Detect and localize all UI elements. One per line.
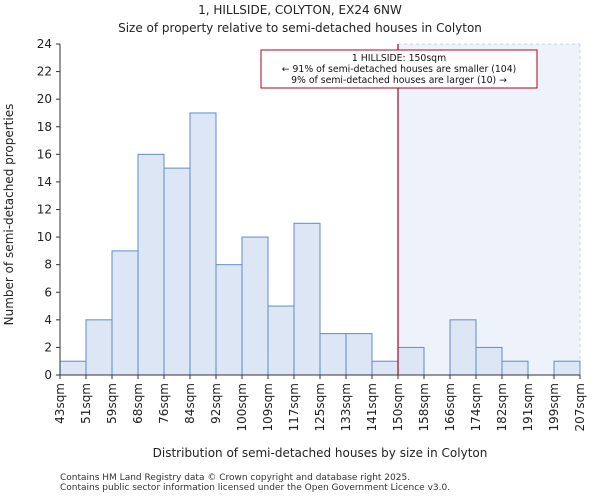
histogram-bar xyxy=(241,236,269,376)
histogram-bar xyxy=(267,305,295,376)
x-axis-label: Distribution of semi-detached houses by … xyxy=(153,446,488,460)
y-tick-label: 6 xyxy=(44,285,52,299)
annotation-smaller: ← 91% of semi-detached houses are smalle… xyxy=(282,64,516,75)
y-tick-label: 24 xyxy=(37,37,52,51)
x-tick-label: 109sqm xyxy=(261,383,275,431)
footer-licence: Contains public sector information licen… xyxy=(60,483,451,493)
x-tick-label: 166sqm xyxy=(443,383,457,431)
x-tick-label: 133sqm xyxy=(339,383,353,431)
histogram-bar xyxy=(59,360,87,376)
histogram-bar xyxy=(553,360,581,376)
x-tick-label: 150sqm xyxy=(391,383,405,431)
y-tick-label: 16 xyxy=(37,147,52,161)
histogram-bar xyxy=(371,360,399,376)
x-tick-label: 51sqm xyxy=(79,383,93,424)
x-tick-label: 174sqm xyxy=(469,383,483,431)
chart-title: 1, HILLSIDE, COLYTON, EX24 6NW xyxy=(198,3,402,17)
histogram-bar xyxy=(501,360,529,376)
histogram-bar xyxy=(449,319,477,376)
histogram-bar xyxy=(111,250,139,376)
footer-copyright: Contains HM Land Registry data © Crown c… xyxy=(60,473,411,483)
larger-properties-region xyxy=(398,44,580,375)
y-tick-label: 14 xyxy=(37,175,52,189)
histogram-bar xyxy=(85,319,113,376)
x-tick-label: 182sqm xyxy=(495,383,509,431)
y-tick-label: 20 xyxy=(37,92,52,106)
histogram-bar xyxy=(215,264,243,376)
histogram-bar xyxy=(189,112,217,376)
histogram-bar xyxy=(293,222,321,376)
y-tick-label: 12 xyxy=(37,203,52,217)
x-tick-label: 100sqm xyxy=(235,383,249,431)
annotation-larger: 9% of semi-detached houses are larger (1… xyxy=(291,75,507,86)
y-axis-label: Number of semi-detached properties xyxy=(2,104,16,326)
x-tick-label: 92sqm xyxy=(209,383,223,424)
x-tick-label: 191sqm xyxy=(521,383,535,431)
histogram-bar xyxy=(397,346,425,376)
x-tick-label: 43sqm xyxy=(53,383,67,424)
x-tick-label: 199sqm xyxy=(547,383,561,431)
histogram-bar xyxy=(137,153,165,376)
histogram-bar xyxy=(319,333,347,376)
x-tick-label: 117sqm xyxy=(287,383,301,431)
y-tick-label: 8 xyxy=(44,258,52,272)
histogram-bar xyxy=(475,346,503,376)
y-tick-label: 4 xyxy=(44,313,52,327)
y-tick-label: 2 xyxy=(44,340,52,354)
x-tick-label: 207sqm xyxy=(573,383,587,431)
x-tick-label: 158sqm xyxy=(417,383,431,431)
x-tick-label: 84sqm xyxy=(183,383,197,424)
histogram-bar xyxy=(163,167,191,376)
histogram-bar xyxy=(345,333,373,376)
y-tick-label: 10 xyxy=(37,230,52,244)
chart-subtitle: Size of property relative to semi-detach… xyxy=(118,21,482,35)
annotation-title: 1 HILLSIDE: 150sqm xyxy=(352,53,446,64)
y-tick-label: 18 xyxy=(37,120,52,134)
x-tick-label: 68sqm xyxy=(131,383,145,424)
x-tick-label: 59sqm xyxy=(105,383,119,424)
x-tick-label: 76sqm xyxy=(157,383,171,424)
y-tick-label: 22 xyxy=(37,65,52,79)
annotation-box xyxy=(260,49,538,89)
x-tick-label: 125sqm xyxy=(313,383,327,431)
x-tick-label: 141sqm xyxy=(365,383,379,431)
y-tick-label: 0 xyxy=(44,368,52,382)
